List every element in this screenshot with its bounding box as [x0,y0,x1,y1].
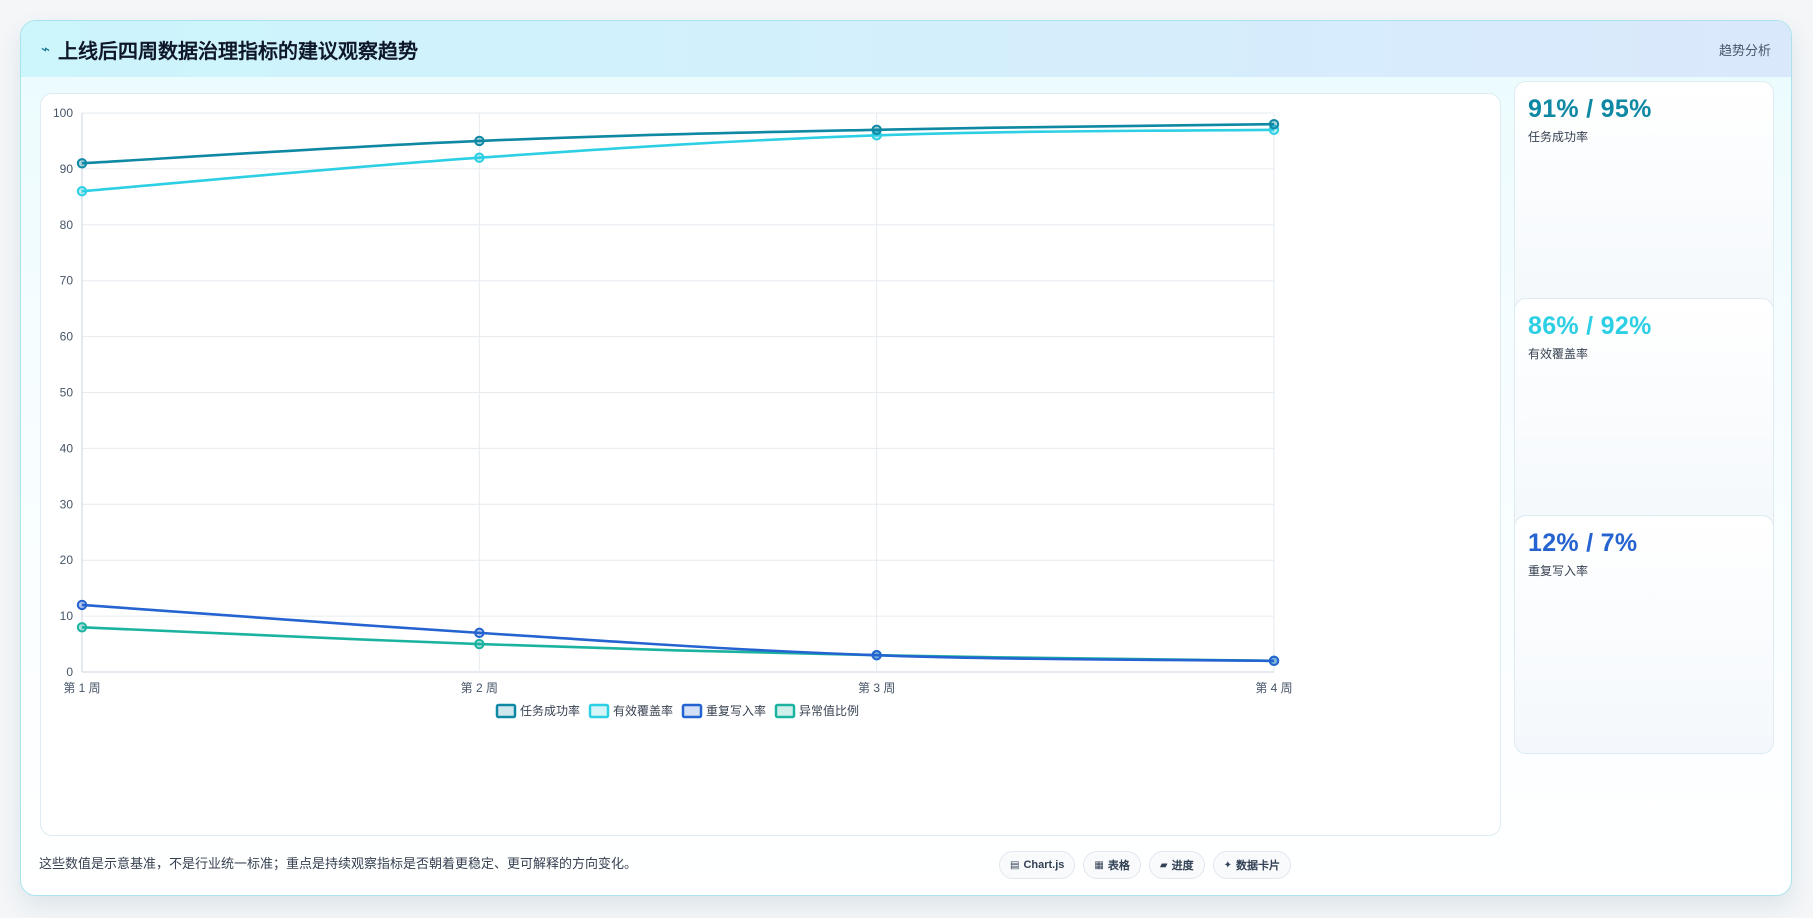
legend-label: 任务成功率 [520,703,580,718]
chip-chartjs[interactable]: ▤ Chart.js [999,851,1076,879]
y-tick-label: 90 [60,162,74,176]
kpi-label: 有效覆盖率 [1528,347,1589,361]
chip-label: 数据卡片 [1235,860,1280,872]
kpi-value: 86% / 92% [1528,312,1652,340]
data-point [871,650,882,661]
chip-table[interactable]: ▦ 表格 [1083,851,1141,879]
line-chart: 0 10 20 30 40 50 60 70 80 90 100 第 1 周 第 2 周 第 3 周 第 4… [53,106,1293,719]
legend-swatch [681,703,703,719]
kpi-card-duplicate-write: 12% / 7% 重复写入率 [1514,515,1774,754]
page-title: 上线后四周数据治理指标的建议观察趋势 [58,40,419,63]
legend-swatch [774,703,796,719]
tech-chips: ▤ Chart.js ▦ 表格 ▰ 进度 ✦ 数据卡片 [999,851,1291,879]
data-point [1268,655,1280,667]
y-tick-label: 10 [60,609,74,623]
chip-data-card[interactable]: ✦ 数据卡片 [1212,851,1291,879]
x-tick-label: 第 2 周 [461,681,498,695]
card-header: ⌁ 上线后四周数据治理指标的建议观察趋势 趋势分析 [21,21,1791,77]
kpi-value: 12% / 7% [1528,529,1638,557]
trend-line-icon: ⌁ [41,40,51,58]
chip-label: 表格 [1107,860,1130,872]
data-point [76,622,88,633]
report-card: ⌁ 上线后四周数据治理指标的建议观察趋势 趋势分析 0 10 20 30 40 50 60 7… [20,20,1792,896]
legend-swatch [495,703,517,719]
y-tick-label: 0 [66,665,73,679]
series-line [81,122,1275,165]
kpi-label: 任务成功率 [1528,130,1589,144]
x-tick-label: 第 1 周 [63,681,100,695]
data-point [474,152,485,163]
data-point [76,599,88,611]
series-line [81,128,1275,193]
series-line [81,603,1275,663]
legend-label: 重复写入率 [706,703,766,718]
legend-label: 有效覆盖率 [613,703,673,718]
chart-panel: 0 10 20 30 40 50 60 70 80 90 100 第 1 周 第 2 周 第 3 周 第 4… [40,93,1501,836]
data-point [76,186,88,197]
data-point [871,124,882,135]
y-tick-label: 80 [60,218,74,232]
chip-label: 进度 [1171,860,1194,872]
progress-icon: ▰ [1159,859,1168,871]
table-icon: ▦ [1094,859,1104,871]
data-point [474,638,485,650]
data-point [474,135,485,147]
chart-icon: ▤ [1010,859,1020,871]
y-tick-label: 40 [60,441,74,455]
kpi-value: 91% / 95% [1528,95,1652,123]
data-point [1268,118,1280,130]
kpi-card-task-success: 91% / 95% 任务成功率 [1514,81,1774,320]
series-line [81,625,1275,663]
x-tick-label: 第 4 周 [1255,681,1292,695]
y-tick-label: 60 [60,330,74,344]
category-badge: 趋势分析 [1718,42,1771,58]
y-tick-label: 50 [60,386,74,400]
y-tick-label: 20 [60,553,74,567]
y-tick-label: 30 [60,497,74,511]
data-point [474,627,485,639]
chip-progress[interactable]: ▰ 进度 [1148,851,1205,879]
kpi-card-coverage: 86% / 92% 有效覆盖率 [1514,298,1774,537]
x-tick-label: 第 3 周 [858,681,895,695]
chip-label: Chart.js [1023,859,1065,871]
data-point [76,158,88,169]
footnote: 这些数值是示意基准，不是行业统一标准；重点是持续观察指标是否朝着更稳定、更可解释… [39,856,638,871]
sparkle-icon: ✦ [1223,859,1232,871]
legend-swatch [588,703,610,719]
y-tick-label: 70 [60,274,74,288]
legend-label: 异常值比例 [799,703,859,718]
kpi-label: 重复写入率 [1528,564,1589,578]
y-tick-label: 100 [53,106,73,120]
